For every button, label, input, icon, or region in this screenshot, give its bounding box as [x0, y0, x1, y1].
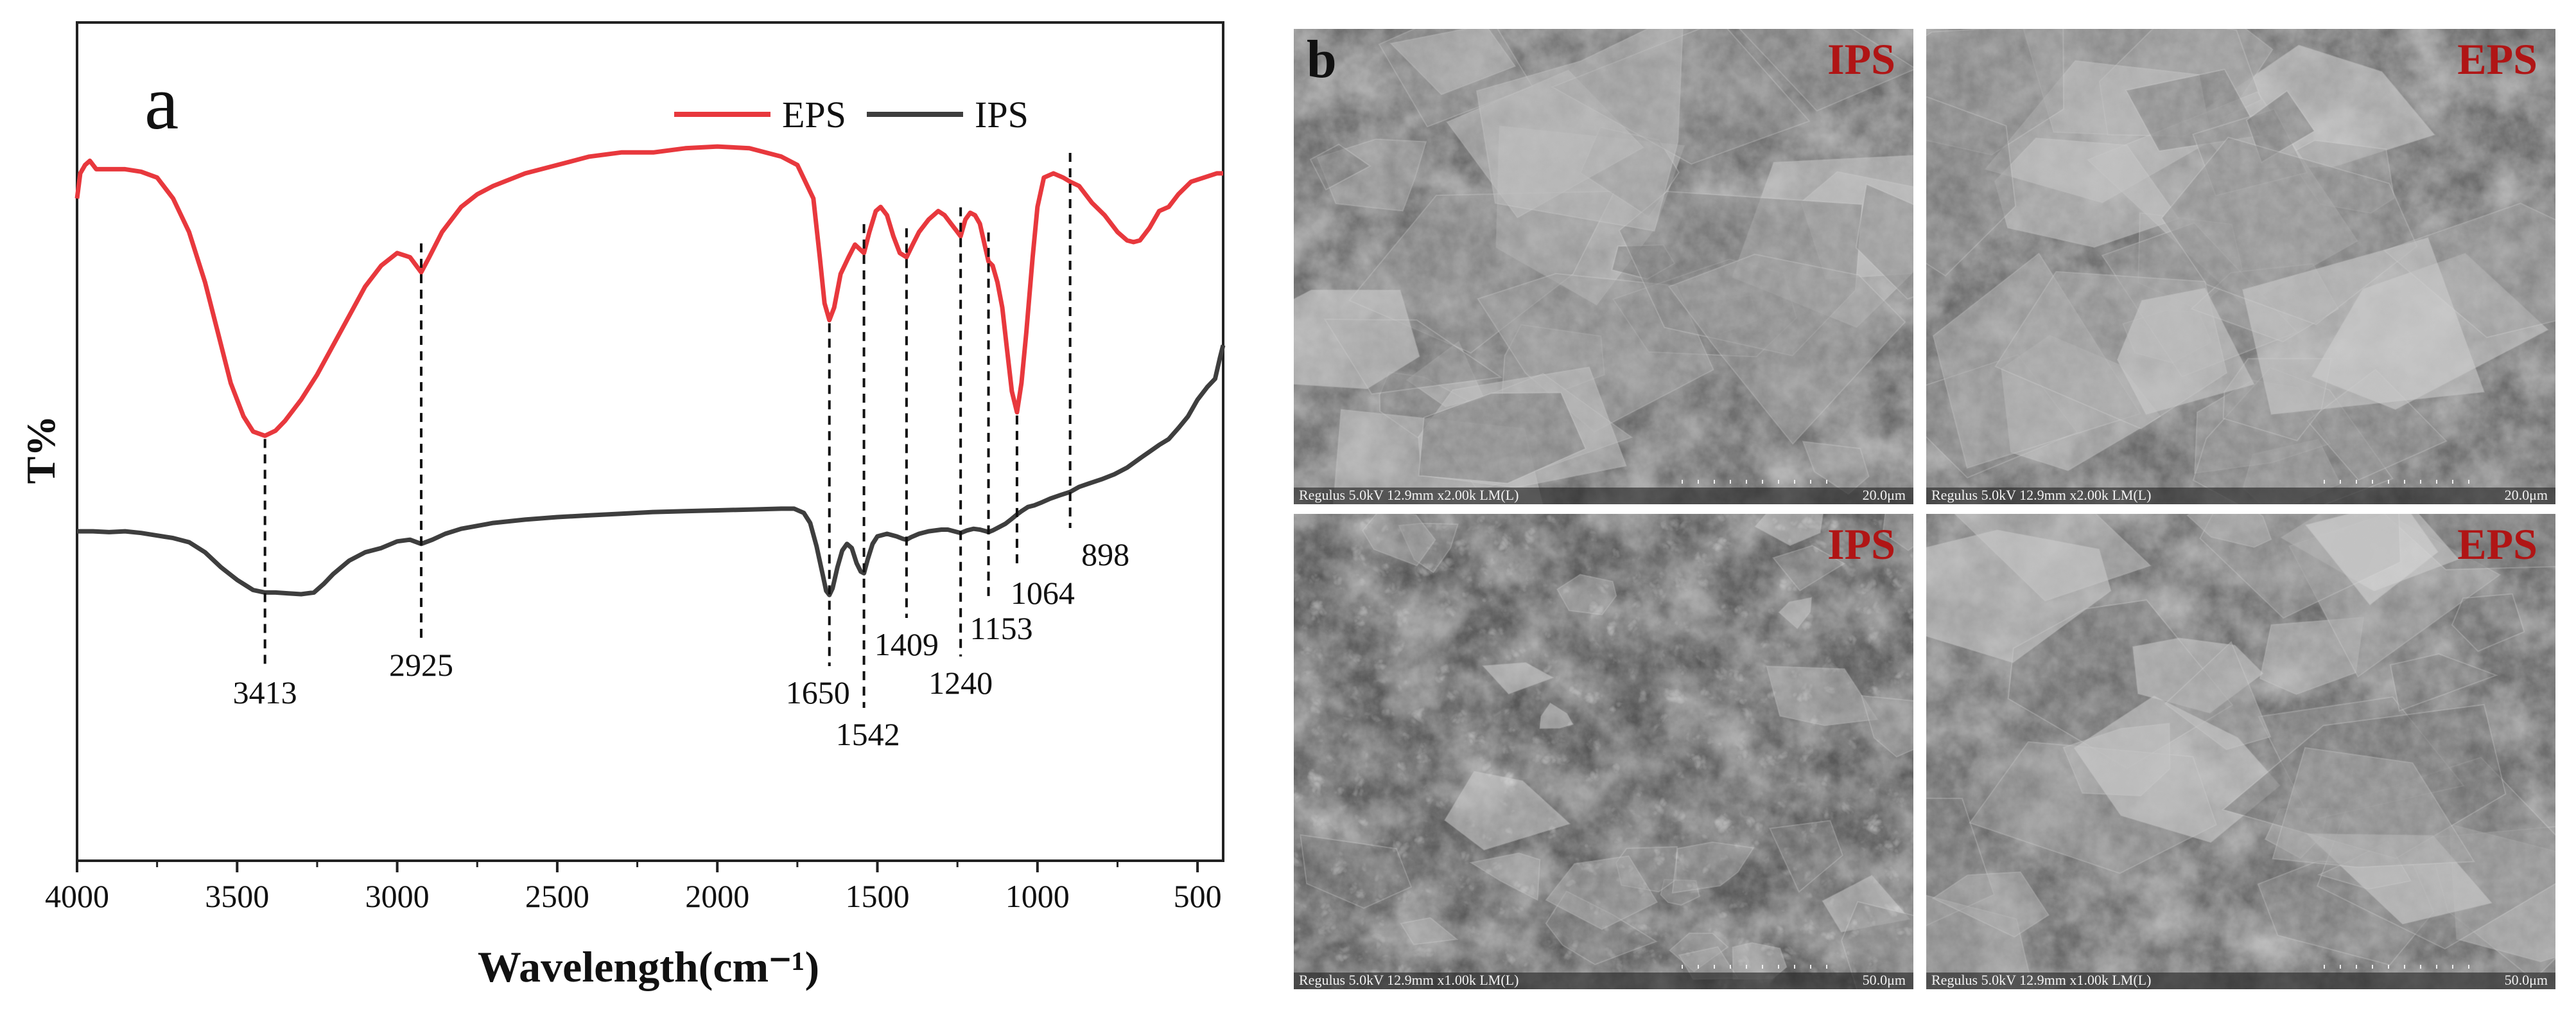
- x-tick-label: 3000: [365, 878, 430, 914]
- sem-image-content: Regulus 5.0kV 12.9mm x1.00k LM(L) 50.0μm I…: [1294, 484, 1964, 1001]
- sem-caption-text: Regulus 5.0kV 12.9mm x2.00k LM(L): [1931, 487, 2151, 503]
- x-tick-label: 2500: [525, 878, 589, 914]
- sem-image-3: Regulus 5.0kV 12.9mm x1.00k LM(L) 50.0μm I…: [1294, 484, 1964, 1001]
- peak-label-1064: 1064: [1011, 575, 1075, 611]
- legend-label-eps: EPS: [782, 94, 846, 136]
- x-tick-label: 1000: [1005, 878, 1070, 914]
- peak-label-1650: 1650: [786, 674, 850, 710]
- x-tick-label: 3500: [205, 878, 269, 914]
- sem-texture-fine: [1926, 514, 2555, 989]
- sem-scale-label: 20.0μm: [2505, 487, 2548, 503]
- peak-label-898: 898: [1081, 536, 1129, 572]
- sem-sample-label-ips: IPS: [1827, 35, 1895, 84]
- peak-label-2925: 2925: [389, 647, 453, 683]
- x-tick-label: 1500: [846, 878, 910, 914]
- sem-texture-fine: [1294, 29, 1913, 504]
- x-tick-label: 4000: [45, 878, 109, 914]
- sem-sample-label-ips: IPS: [1827, 520, 1895, 568]
- panel-a-label: a: [144, 60, 178, 145]
- sem-grid-svg: Regulus 5.0kV 12.9mm x2.00k LM(L) 20.0μm I…: [1284, 0, 2576, 1010]
- sem-image-1: Regulus 5.0kV 12.9mm x2.00k LM(L) 20.0μm I…: [1284, 0, 1974, 585]
- peak-label-1240: 1240: [928, 665, 993, 701]
- sem-caption-text: Regulus 5.0kV 12.9mm x2.00k LM(L): [1299, 487, 1519, 503]
- sem-sample-label-eps: EPS: [2457, 35, 2537, 84]
- peak-label-1409: 1409: [875, 626, 939, 662]
- sem-caption-text: Regulus 5.0kV 12.9mm x1.00k LM(L): [1931, 972, 2151, 988]
- peak-label-1153: 1153: [970, 610, 1032, 646]
- sem-texture-fine: [1926, 29, 2555, 504]
- sem-scale-label: 50.0μm: [2505, 972, 2548, 988]
- sem-caption-text: Regulus 5.0kV 12.9mm x1.00k LM(L): [1299, 972, 1519, 988]
- sem-texture-particles: [1294, 514, 1913, 989]
- legend-label-ips: IPS: [975, 94, 1029, 136]
- panel-b-sem-images: Regulus 5.0kV 12.9mm x2.00k LM(L) 20.0μm I…: [1284, 0, 2576, 1010]
- x-tick-label: 500: [1174, 878, 1222, 914]
- x-axis-label: Wavelength(cm⁻¹): [478, 942, 819, 991]
- sem-image-content: Regulus 5.0kV 12.9mm x2.00k LM(L) 20.0μm I…: [1284, 0, 1974, 585]
- y-axis-label: T%: [18, 416, 64, 484]
- peak-label-1542: 1542: [836, 716, 900, 752]
- panel-b-label: b: [1307, 30, 1337, 89]
- sem-image-layer: Regulus 5.0kV 12.9mm x2.00k LM(L) 20.0μm I…: [1284, 0, 2576, 1010]
- sem-sample-label-eps: EPS: [2457, 520, 2537, 568]
- peak-label-3413: 3413: [233, 674, 297, 710]
- x-tick-label: 2000: [685, 878, 749, 914]
- sem-scale-label: 50.0μm: [1863, 972, 1906, 988]
- sem-scale-label: 20.0μm: [1863, 487, 1906, 503]
